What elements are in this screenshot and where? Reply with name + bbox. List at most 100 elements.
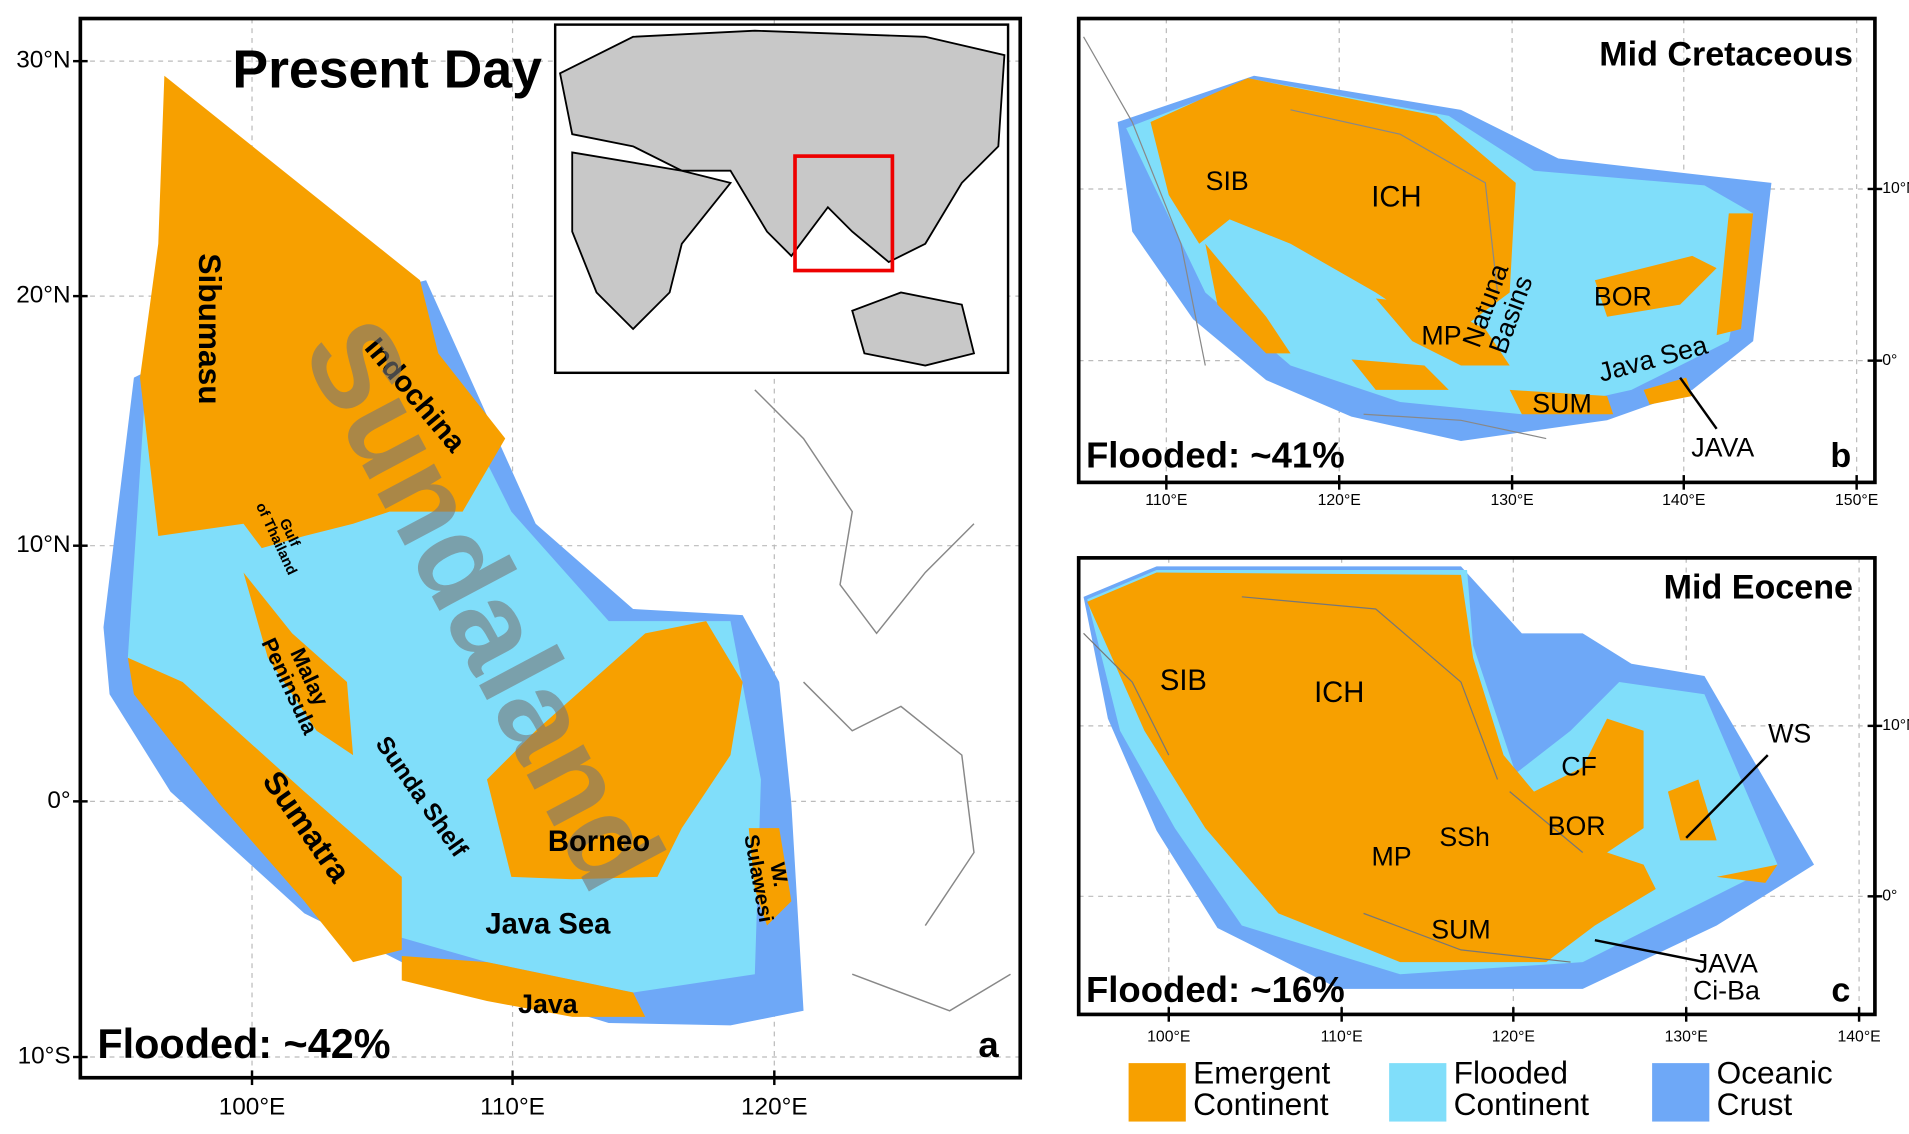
legend-label: Flooded Continent — [1454, 1055, 1590, 1123]
x-tick-label: 100°E — [1147, 1029, 1190, 1046]
emergent-continent — [1087, 572, 1656, 963]
inset-land — [851, 291, 976, 367]
label-line: WS — [1768, 719, 1811, 749]
label-line: Continent — [1193, 1086, 1329, 1122]
x-tick-label: 110°E — [1321, 1029, 1363, 1046]
map-label: Borneo — [548, 825, 650, 857]
emergent-continent — [1667, 779, 1717, 841]
x-tick-label: 110°E — [480, 1094, 545, 1121]
map-label: CF — [1561, 752, 1597, 782]
coastline — [1083, 36, 1547, 440]
label-line: Sibumasu — [192, 253, 228, 404]
panel-title: Present Day — [232, 40, 542, 99]
label-line: W. — [765, 861, 792, 889]
legend-label: Oceanic Crust — [1717, 1055, 1833, 1123]
leader-line — [1594, 938, 1705, 964]
x-tick-label: 140°E — [1837, 1029, 1880, 1046]
label-line: Oceanic — [1717, 1055, 1833, 1091]
x-tick-label: 150°E — [1835, 492, 1878, 509]
map-label: BOR — [1548, 811, 1606, 841]
panel-letter: b — [1830, 437, 1851, 475]
legend-swatch — [1389, 1063, 1447, 1122]
x-tick-label: 100°E — [219, 1094, 286, 1121]
map-label: SUM — [1431, 915, 1490, 945]
frame — [78, 16, 1023, 1080]
emergent-continent — [1509, 389, 1614, 415]
map-label: ICH — [1314, 677, 1364, 709]
panel-title: Mid Cretaceous — [1599, 35, 1853, 73]
emergent-continent — [1150, 78, 1516, 329]
map-label: ICH — [1371, 181, 1421, 213]
x-tick-label: 120°E — [741, 1094, 808, 1121]
flooded-fraction: Flooded: ~42% — [97, 1021, 390, 1067]
label-line: SSh — [1439, 822, 1490, 852]
x-tick-label: 120°E — [1318, 492, 1361, 509]
legend-swatch — [1652, 1063, 1710, 1122]
frame — [1076, 556, 1877, 1017]
y-tick-label: 0° — [47, 787, 70, 814]
label-line: MP — [1371, 842, 1411, 872]
map-label: SSh — [1439, 822, 1490, 852]
map-label: MP — [1371, 842, 1411, 872]
emergent-continent — [486, 621, 743, 880]
map-label: SIB — [1206, 166, 1249, 196]
emergent-continent — [401, 955, 646, 1017]
emergent-continent — [1716, 864, 1778, 883]
y-tick-label: 10°S — [18, 1042, 71, 1069]
y-tick-label: 20°N — [16, 282, 70, 309]
x-tick-label: 130°E — [1665, 1029, 1708, 1046]
map-label: JAVA Ci-Ba — [1693, 949, 1760, 1006]
emergent-continent — [748, 828, 792, 926]
map-label: Java — [518, 989, 579, 1019]
coastline — [1083, 596, 1584, 963]
emergent-continent — [1205, 243, 1291, 354]
label-line: ICH — [1314, 677, 1364, 709]
emergent-continent — [140, 75, 506, 549]
x-tick-label: 130°E — [1490, 492, 1533, 509]
label-line: BOR — [1594, 282, 1652, 312]
emergent-continent — [1643, 377, 1693, 405]
label-line: Ci-Ba — [1693, 976, 1760, 1006]
legend-swatch — [1128, 1063, 1186, 1122]
label-line: Borneo — [548, 825, 650, 857]
flooded-fraction: Flooded: ~41% — [1086, 435, 1345, 476]
map-label: Java Sea — [485, 908, 611, 940]
y-tick-label: 30°N — [16, 47, 70, 74]
map-label: SUM — [1532, 389, 1591, 419]
inset-land — [571, 151, 733, 331]
map-label: BOR — [1594, 282, 1652, 312]
label-line: Crust — [1717, 1086, 1793, 1122]
panel-letter: c — [1831, 972, 1850, 1010]
label-line: SIB — [1160, 665, 1207, 697]
x-tick-label: 140°E — [1662, 492, 1705, 509]
label-line: Flooded — [1454, 1055, 1568, 1091]
y-tick-label: 0° — [1882, 352, 1897, 369]
label-line: Java — [518, 989, 579, 1019]
map-label: Sibumasu — [192, 253, 228, 404]
label-line: BOR — [1548, 811, 1606, 841]
leader-line — [1679, 376, 1718, 430]
panel-letter: a — [978, 1024, 999, 1065]
label-line: SUM — [1532, 389, 1591, 419]
emergent-continent — [127, 657, 402, 963]
map-label: WS — [1768, 719, 1811, 749]
label-line: MP — [1421, 321, 1461, 351]
flooded-fraction: Flooded: ~16% — [1086, 969, 1345, 1010]
label-line: Emergent — [1193, 1055, 1330, 1091]
label-line: SIB — [1206, 166, 1249, 196]
legend-label: Emergent Continent — [1193, 1055, 1330, 1123]
emergent-continent — [1351, 359, 1449, 390]
inset-extent — [793, 154, 895, 273]
emergent-continent — [243, 572, 354, 756]
emergent-continent — [1375, 298, 1510, 366]
label-line: JAVA — [1691, 433, 1754, 463]
map-label: JAVA — [1691, 433, 1754, 463]
label-line: JAVA — [1695, 949, 1758, 979]
emergent-continent — [1594, 255, 1717, 317]
x-tick-label: 120°E — [1492, 1029, 1535, 1046]
map-label: SIB — [1160, 665, 1207, 697]
y-tick-label: 0° — [1882, 887, 1897, 904]
coastline — [754, 389, 1011, 1012]
frame — [1076, 16, 1877, 485]
